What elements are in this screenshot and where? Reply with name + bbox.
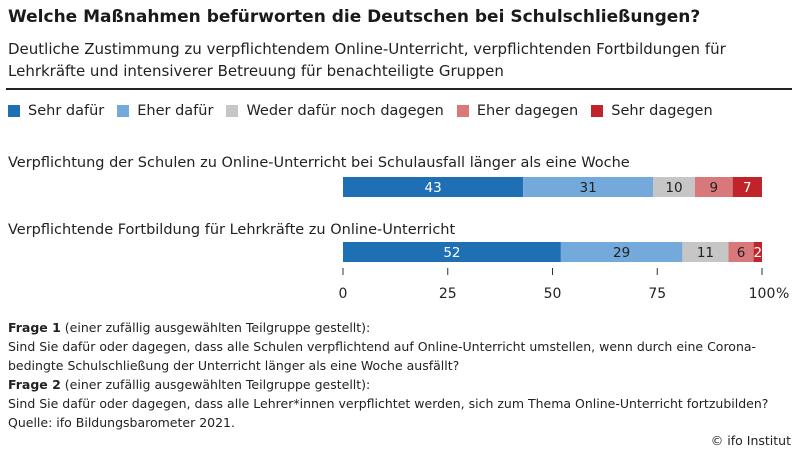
x-tick-label: 50 <box>544 286 562 302</box>
bar-segment <box>753 242 762 262</box>
bar-segment <box>728 242 754 262</box>
data-label: 10 <box>665 180 682 196</box>
legend-item-3: Eher dagegen <box>456 103 579 119</box>
data-label: 11 <box>697 245 714 261</box>
stacked-bar-chart: Verpflichtung der Schulen zu Online-Unte… <box>8 155 789 302</box>
data-label: 2 <box>754 245 763 261</box>
category-label: Verpflichtung der Schulen zu Online-Unte… <box>8 155 630 171</box>
question-2-label: Frage 2 <box>8 377 61 392</box>
x-tick-label: 0 <box>339 286 348 302</box>
legend-item-1: Eher dafür <box>117 103 213 119</box>
legend-swatch <box>8 105 20 117</box>
data-label: 6 <box>737 245 746 261</box>
data-label: 52 <box>443 245 460 261</box>
legend-label: Sehr dafür <box>28 103 105 119</box>
x-tick-label: 75 <box>648 286 666 302</box>
legend-swatch <box>226 105 239 117</box>
bar-segment <box>523 177 654 197</box>
legend-swatch <box>117 105 130 117</box>
data-label: 29 <box>613 245 630 261</box>
bar-segment <box>694 177 733 197</box>
legend-label: Weder dafür noch dagegen <box>246 103 444 119</box>
legend-label: Sehr dagegen <box>611 103 713 119</box>
question-2-context: (einer zufällig ausgewählten Teilgruppe … <box>60 377 371 392</box>
question-1-label: Frage 1 <box>8 320 61 335</box>
legend-item-2: Weder dafür noch dagegen <box>226 103 444 119</box>
legend-label: Eher dagegen <box>476 103 579 119</box>
question-1-text: Sind Sie dafür oder dagegen, dass alle S… <box>8 339 757 373</box>
question-1: Frage 1 (einer zufällig ausgewählten Tei… <box>8 318 798 337</box>
bar-segment <box>653 177 695 197</box>
x-tick-label: 100 <box>749 286 776 302</box>
bar-segment <box>682 242 729 262</box>
legend-swatch <box>591 105 604 117</box>
chart-title: Welche Maßnahmen befürworten die Deutsch… <box>8 7 701 27</box>
legend-item-0: Sehr dafür <box>8 103 104 119</box>
question-2: Frage 2 (einer zufällig ausgewählten Tei… <box>8 375 798 394</box>
legend-swatch <box>456 105 469 117</box>
legend: Sehr dafür Eher dafür Weder dafür noch dag… <box>8 100 726 122</box>
header-divider <box>6 88 792 90</box>
bar-segment <box>343 242 561 262</box>
data-label: 31 <box>580 180 597 196</box>
legend-label: Eher dafür <box>137 103 214 119</box>
data-label: 43 <box>424 180 441 196</box>
x-axis-unit: % <box>776 286 789 302</box>
question-2-text: Sind Sie dafür oder dagegen, dass alle L… <box>8 396 769 411</box>
data-label: 7 <box>743 180 752 196</box>
x-tick-label: 25 <box>439 286 457 302</box>
bar-segment <box>343 177 524 197</box>
data-label: 9 <box>710 180 719 196</box>
footnotes: Frage 1 (einer zufällig ausgewählten Tei… <box>8 318 798 432</box>
bar-segment <box>732 177 762 197</box>
question-1-context: (einer zufällig ausgewählten Teilgruppe … <box>60 320 371 335</box>
category-label: Verpflichtende Fortbildung für Lehrkräft… <box>8 222 455 238</box>
bar-segment <box>560 242 683 262</box>
legend-item-4: Sehr dagegen <box>591 103 713 119</box>
copyright-brand: © ifo Institut <box>710 433 791 448</box>
source-note: Quelle: ifo Bildungsbarometer 2021. <box>8 415 235 430</box>
chart-subtitle: Deutliche Zustimmung zu verpflichtendem … <box>8 40 726 80</box>
